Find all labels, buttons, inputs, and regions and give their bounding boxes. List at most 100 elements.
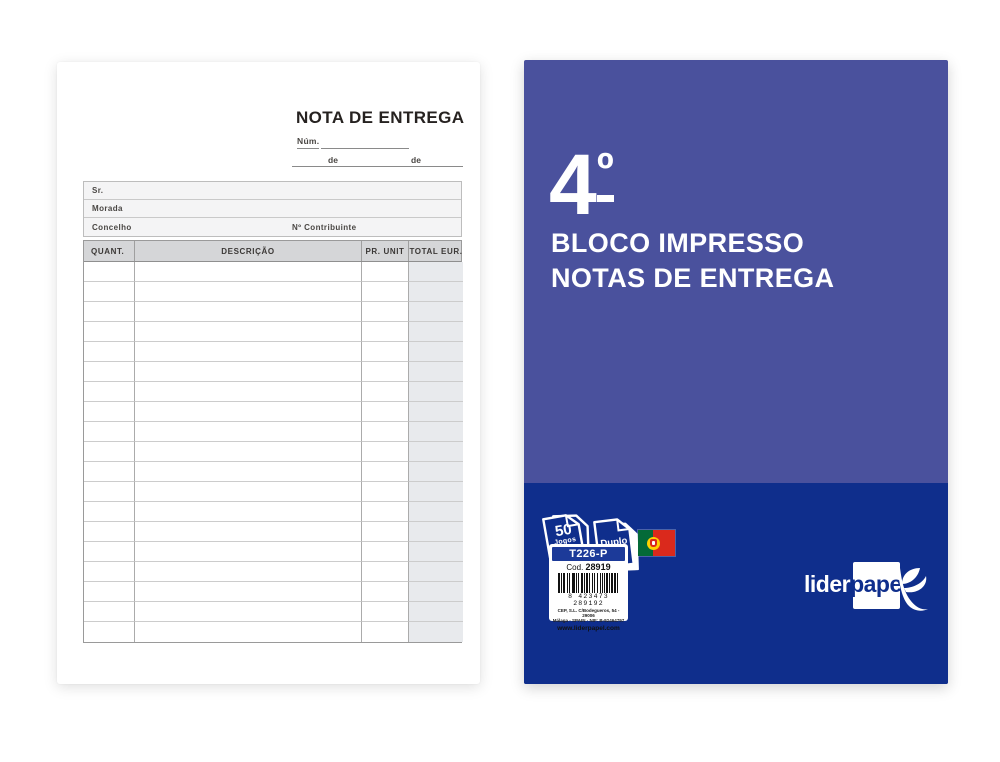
table-cell bbox=[84, 402, 135, 422]
table-cell bbox=[84, 462, 135, 482]
concelho-label: Concelho bbox=[92, 222, 132, 232]
table-row bbox=[84, 282, 463, 302]
table-cell bbox=[409, 382, 463, 402]
items-table-body bbox=[84, 262, 463, 642]
table-cell bbox=[362, 482, 409, 502]
table-cell bbox=[362, 342, 409, 362]
table-cell bbox=[409, 262, 463, 282]
table-cell bbox=[362, 622, 409, 642]
table-row bbox=[84, 442, 463, 462]
reference-badge: T226-P bbox=[552, 547, 625, 561]
flag-shield bbox=[649, 539, 657, 547]
items-table: QUANT. DESCRIÇÃO PR. UNIT TOTAL EUR. bbox=[83, 240, 463, 643]
cover-title-line1: BLOCO IMPRESSO bbox=[551, 228, 805, 258]
table-cell bbox=[362, 502, 409, 522]
logo-text-lider: lider bbox=[804, 571, 851, 597]
table-cell bbox=[135, 282, 362, 302]
size-digit: 4 bbox=[549, 137, 597, 233]
table-cell bbox=[84, 442, 135, 462]
table-row bbox=[84, 362, 463, 382]
table-row bbox=[84, 382, 463, 402]
table-cell bbox=[84, 282, 135, 302]
table-row bbox=[84, 522, 463, 542]
num-label: Núm. bbox=[297, 136, 320, 149]
table-cell bbox=[84, 422, 135, 442]
customer-info-box: Sr. Morada Concelho Nº Contribuinte bbox=[83, 181, 462, 237]
table-cell bbox=[362, 422, 409, 442]
contribuinte-label: Nº Contribuinte bbox=[292, 222, 357, 232]
barcode bbox=[557, 573, 620, 593]
table-cell bbox=[135, 342, 362, 362]
date-line: de de bbox=[292, 150, 463, 167]
items-table-header: QUANT. DESCRIÇÃO PR. UNIT TOTAL EUR. bbox=[84, 241, 462, 262]
column-header-pr-unit: PR. UNIT bbox=[362, 241, 409, 261]
table-cell bbox=[84, 582, 135, 602]
table-cell bbox=[135, 402, 362, 422]
table-cell bbox=[362, 442, 409, 462]
portugal-flag-icon bbox=[638, 530, 675, 556]
table-row bbox=[84, 602, 463, 622]
table-cell bbox=[135, 302, 362, 322]
table-cell bbox=[409, 422, 463, 442]
morada-label: Morada bbox=[92, 204, 123, 213]
date-de-label: de bbox=[328, 155, 338, 165]
size-ordinal: º bbox=[596, 146, 614, 202]
table-row bbox=[84, 262, 463, 282]
column-header-quant: QUANT. bbox=[84, 241, 135, 261]
table-cell bbox=[409, 602, 463, 622]
logo-white-square bbox=[853, 562, 900, 609]
table-cell bbox=[135, 542, 362, 562]
table-cell bbox=[409, 282, 463, 302]
table-cell bbox=[135, 442, 362, 462]
table-cell bbox=[362, 402, 409, 422]
table-cell bbox=[409, 562, 463, 582]
paper-size-badge: 4 º bbox=[549, 142, 614, 228]
table-cell bbox=[409, 302, 463, 322]
table-cell bbox=[84, 622, 135, 642]
table-row bbox=[84, 402, 463, 422]
cod-label: Cod. bbox=[566, 563, 584, 572]
table-row bbox=[84, 562, 463, 582]
table-row bbox=[84, 342, 463, 362]
cover-title: BLOCO IMPRESSO NOTAS DE ENTREGA bbox=[551, 226, 834, 296]
table-cell bbox=[409, 342, 463, 362]
table-cell bbox=[84, 522, 135, 542]
table-row bbox=[84, 542, 463, 562]
product-cover: 4 º BLOCO IMPRESSO NOTAS DE ENTREGA 50 J… bbox=[524, 60, 948, 684]
cover-title-line2: NOTAS DE ENTREGA bbox=[551, 263, 835, 293]
flag-green-band bbox=[638, 530, 653, 556]
table-cell bbox=[135, 562, 362, 582]
table-cell bbox=[84, 542, 135, 562]
table-cell bbox=[409, 402, 463, 422]
column-header-descricao: DESCRIÇÃO bbox=[135, 241, 362, 261]
table-cell bbox=[84, 602, 135, 622]
liderpapel-logo: liderpapel bbox=[804, 562, 944, 618]
table-cell bbox=[362, 282, 409, 302]
cover-bottom-band: 50 Jogos Duplo T226-P bbox=[524, 483, 948, 684]
product-code-label: T226-P Cod. 28919 8 423473 289192 CEP, S… bbox=[549, 544, 628, 632]
barcode-digits: 8 423473 289192 bbox=[568, 593, 609, 607]
table-cell bbox=[409, 482, 463, 502]
table-row bbox=[84, 582, 463, 602]
table-cell bbox=[409, 522, 463, 542]
num-blank-line bbox=[321, 137, 409, 149]
table-cell bbox=[409, 322, 463, 342]
table-cell bbox=[84, 562, 135, 582]
table-cell bbox=[409, 362, 463, 382]
table-cell bbox=[409, 502, 463, 522]
flag-emblem bbox=[646, 536, 660, 550]
table-cell bbox=[84, 322, 135, 342]
address-line1: CEP, S.L. C/Bodegueros, 54 - 29006 bbox=[557, 608, 620, 618]
form-title: NOTA DE ENTREGA bbox=[296, 108, 465, 127]
delivery-note-form-page: NOTA DE ENTREGA Núm. de de Sr. Morada Co… bbox=[57, 62, 480, 684]
customer-row-sr: Sr. bbox=[84, 182, 461, 200]
table-cell bbox=[135, 622, 362, 642]
manufacturer-address: CEP, S.L. C/Bodegueros, 54 - 29006 Málag… bbox=[552, 608, 625, 623]
customer-row-morada: Morada bbox=[84, 200, 461, 218]
cod-line: Cod. 28919 bbox=[552, 562, 625, 572]
table-cell bbox=[409, 622, 463, 642]
table-cell bbox=[409, 462, 463, 482]
table-cell bbox=[84, 262, 135, 282]
table-cell bbox=[135, 582, 362, 602]
table-cell bbox=[135, 422, 362, 442]
